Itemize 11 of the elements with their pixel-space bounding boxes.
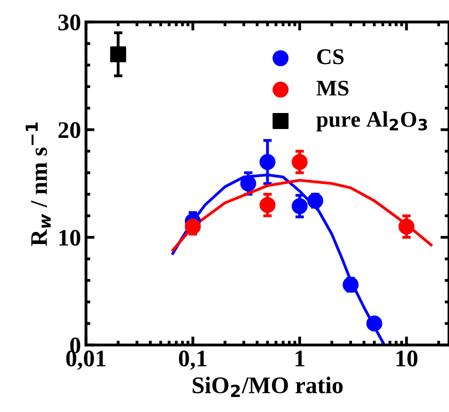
x-tick-label: 10: [396, 350, 418, 366]
y-tick-label: 20: [58, 122, 80, 138]
y-tick-label: 10: [59, 230, 80, 246]
x-tick-label: 0,1: [178, 350, 206, 370]
legend-label: pure Al$_{2}$O$_{3}$: [316, 111, 428, 132]
legend-label: MS: [316, 80, 348, 96]
x-axis-title: SiO$_{2}$/MO ratio: [192, 376, 343, 397]
legend-label: CS: [317, 49, 344, 64]
x-tick-label: 1: [296, 350, 304, 366]
y-tick-label: 30: [58, 14, 80, 30]
y-axis-title: R$_{w}$ / nm s$^{−1}$: [26, 122, 51, 246]
